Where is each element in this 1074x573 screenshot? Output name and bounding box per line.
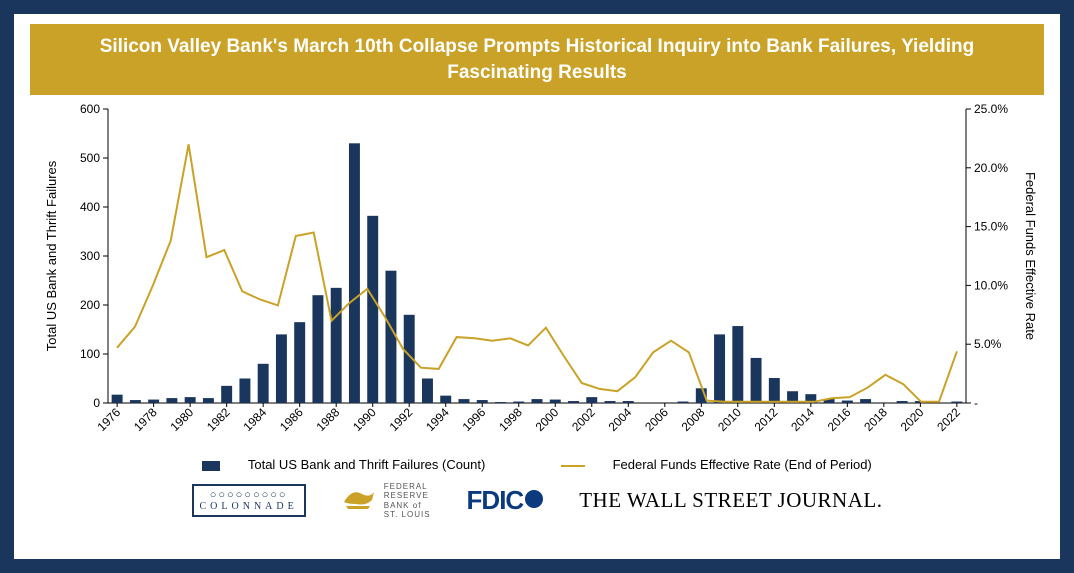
svg-text:100: 100 xyxy=(80,347,100,361)
chart-title-text: Silicon Valley Bank's March 10th Collaps… xyxy=(100,36,975,83)
svg-text:2000: 2000 xyxy=(533,405,562,434)
svg-text:1990: 1990 xyxy=(350,405,379,434)
legend-bar: Total US Bank and Thrift Failures (Count… xyxy=(184,457,503,472)
svg-text:1978: 1978 xyxy=(131,405,160,434)
eagle-icon xyxy=(342,484,376,517)
svg-text:2002: 2002 xyxy=(569,405,598,434)
svg-text:2022: 2022 xyxy=(934,405,963,434)
svg-text:2014: 2014 xyxy=(788,405,817,434)
svg-text:400: 400 xyxy=(80,200,100,214)
bar-swatch xyxy=(202,461,220,471)
svg-text:2010: 2010 xyxy=(715,405,744,434)
svg-text:Total US Bank and Thrift Failu: Total US Bank and Thrift Failures xyxy=(44,161,59,352)
colonnade-circles: ○○○○○○○○○ xyxy=(200,489,298,501)
fed-stlouis-logo: FEDERAL RESERVE BANK of ST. LOUIS xyxy=(342,482,431,519)
fed-line2: RESERVE xyxy=(384,491,431,500)
svg-text:1980: 1980 xyxy=(167,405,196,434)
svg-text:200: 200 xyxy=(80,298,100,312)
svg-text:15.0%: 15.0% xyxy=(974,220,1008,234)
svg-text:2006: 2006 xyxy=(642,405,671,434)
svg-text:1998: 1998 xyxy=(496,405,525,434)
svg-text:1986: 1986 xyxy=(277,405,306,434)
fed-line3: BANK of xyxy=(384,501,431,510)
legend-line-label: Federal Funds Effective Rate (End of Per… xyxy=(613,457,872,472)
chart-legend: Total US Bank and Thrift Failures (Count… xyxy=(30,457,1044,472)
svg-text:1988: 1988 xyxy=(314,405,343,434)
svg-text:25.0%: 25.0% xyxy=(974,102,1008,116)
chart-svg: 0 100 200 300 400 500 600 Total US Bank and Thr… xyxy=(30,99,1044,459)
source-logos-row: ○○○○○○○○○ COLONNADE FEDERAL RESERVE BANK… xyxy=(30,482,1044,519)
svg-text:500: 500 xyxy=(80,151,100,165)
svg-text:1984: 1984 xyxy=(241,405,270,434)
colonnade-text: COLONNADE xyxy=(200,501,298,512)
svg-text:1992: 1992 xyxy=(387,405,416,434)
fed-line1: FEDERAL xyxy=(384,482,431,491)
svg-text:1982: 1982 xyxy=(204,405,233,434)
svg-text:600: 600 xyxy=(80,102,100,116)
fed-text-block: FEDERAL RESERVE BANK of ST. LOUIS xyxy=(384,482,431,519)
svg-text:Federal Funds Effective Rate: Federal Funds Effective Rate xyxy=(1023,172,1038,340)
svg-text:2012: 2012 xyxy=(752,405,781,434)
svg-text:0: 0 xyxy=(93,396,100,410)
colonnade-logo: ○○○○○○○○○ COLONNADE xyxy=(192,484,306,517)
svg-text:2004: 2004 xyxy=(606,405,635,434)
legend-bar-label: Total US Bank and Thrift Failures (Count… xyxy=(248,457,485,472)
wsj-logo: THE WALL STREET JOURNAL. xyxy=(579,488,882,513)
chart-area: 0 100 200 300 400 500 600 Total US Bank and Thr… xyxy=(30,99,1044,459)
svg-text:2020: 2020 xyxy=(898,405,927,434)
svg-text:1996: 1996 xyxy=(460,405,489,434)
svg-text:5.0%: 5.0% xyxy=(974,337,1002,351)
svg-text:2008: 2008 xyxy=(679,405,708,434)
chart-card: Silicon Valley Bank's March 10th Collaps… xyxy=(0,0,1074,573)
svg-text:-: - xyxy=(974,396,978,410)
line-swatch xyxy=(561,465,585,467)
svg-text:2018: 2018 xyxy=(861,405,890,434)
fed-line4: ST. LOUIS xyxy=(384,510,431,519)
svg-text:1994: 1994 xyxy=(423,405,452,434)
svg-text:20.0%: 20.0% xyxy=(974,161,1008,175)
fdic-text: FDIC xyxy=(467,485,524,516)
svg-text:300: 300 xyxy=(80,249,100,263)
fdic-logo: FDIC xyxy=(467,485,544,516)
wsj-text: THE WALL STREET JOURNAL. xyxy=(579,488,882,512)
chart-title-banner: Silicon Valley Bank's March 10th Collaps… xyxy=(30,24,1044,95)
legend-line: Federal Funds Effective Rate (End of Per… xyxy=(543,457,890,472)
svg-text:2016: 2016 xyxy=(825,405,854,434)
svg-text:10.0%: 10.0% xyxy=(974,279,1008,293)
fdic-seal-icon xyxy=(525,490,543,508)
